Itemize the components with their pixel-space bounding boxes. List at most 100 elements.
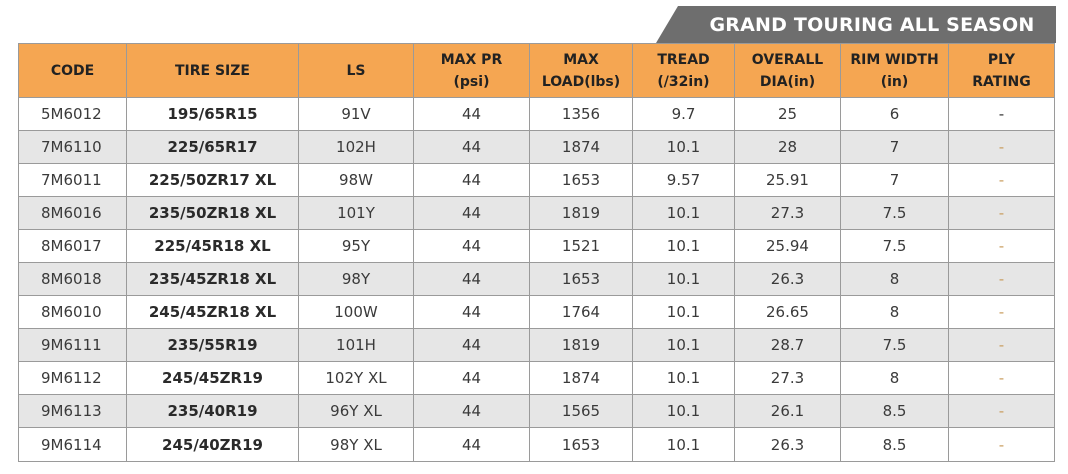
cell-overall-dia: 28.7 [734,328,841,362]
cell-code: 9M6111 [18,328,127,362]
cell-max-pr: 44 [413,394,530,428]
header-ply-rating: PLY RATING [948,43,1055,98]
cell-tread: 10.1 [632,229,735,263]
cell-max-load: 1653 [529,262,633,296]
cell-code: 8M6010 [18,295,127,329]
cell-code: 8M6016 [18,196,127,230]
cell-max-load: 1521 [529,229,633,263]
cell-ply-rating: - [948,229,1055,263]
cell-max-pr: 44 [413,163,530,197]
cell-ls: 98Y [298,262,414,296]
cell-tread: 10.1 [632,196,735,230]
cell-ls: 100W [298,295,414,329]
cell-max-pr: 44 [413,130,530,164]
cell-overall-dia: 25 [734,97,841,131]
cell-code: 5M6012 [18,97,127,131]
category-banner [656,6,1056,43]
cell-ls: 101H [298,328,414,362]
cell-tire-size: 235/55R19 [126,328,299,362]
cell-rim-width: 8 [840,361,949,395]
cell-tire-size: 225/65R17 [126,130,299,164]
cell-max-load: 1565 [529,394,633,428]
cell-max-pr: 44 [413,97,530,131]
cell-max-pr: 44 [413,262,530,296]
table-row: 5M6012 195/65R15 91V 44 1356 9.7 25 6 - [18,97,1055,131]
cell-tire-size: 235/45ZR18 XL [126,262,299,296]
cell-max-pr: 44 [413,295,530,329]
cell-max-load: 1819 [529,196,633,230]
cell-ls: 101Y [298,196,414,230]
cell-rim-width: 6 [840,97,949,131]
cell-ply-rating: - [948,97,1055,131]
cell-max-load: 1874 [529,130,633,164]
cell-tread: 9.7 [632,97,735,131]
header-tread: TREAD (/32in) [632,43,735,98]
cell-tread: 10.1 [632,295,735,329]
cell-rim-width: 8 [840,262,949,296]
cell-max-load: 1764 [529,295,633,329]
cell-overall-dia: 25.91 [734,163,841,197]
cell-code: 9M6114 [18,427,127,462]
table-row: 8M6017 225/45R18 XL 95Y 44 1521 10.1 25.… [18,229,1055,263]
cell-tire-size: 245/45ZR19 [126,361,299,395]
header-code: CODE [18,43,127,98]
table-row: 8M6018 235/45ZR18 XL 98Y 44 1653 10.1 26… [18,262,1055,296]
cell-max-pr: 44 [413,328,530,362]
cell-tread: 10.1 [632,361,735,395]
cell-ls: 91V [298,97,414,131]
cell-ply-rating: - [948,328,1055,362]
cell-overall-dia: 28 [734,130,841,164]
cell-tread: 10.1 [632,130,735,164]
cell-overall-dia: 26.65 [734,295,841,329]
cell-ply-rating: - [948,295,1055,329]
header-tire-size: TIRE SIZE [126,43,299,98]
cell-code: 8M6017 [18,229,127,263]
cell-code: 7M6011 [18,163,127,197]
cell-tire-size: 225/45R18 XL [126,229,299,263]
cell-overall-dia: 27.3 [734,361,841,395]
cell-max-load: 1653 [529,427,633,462]
table-row: 8M6010 245/45ZR18 XL 100W 44 1764 10.1 2… [18,295,1055,329]
cell-max-pr: 44 [413,229,530,263]
cell-tread: 10.1 [632,394,735,428]
cell-ls: 96Y XL [298,394,414,428]
cell-code: 8M6018 [18,262,127,296]
cell-tread: 10.1 [632,262,735,296]
cell-tire-size: 225/50ZR17 XL [126,163,299,197]
cell-ls: 98Y XL [298,427,414,462]
cell-tread: 9.57 [632,163,735,197]
table-row: 9M6113 235/40R19 96Y XL 44 1565 10.1 26.… [18,394,1055,428]
cell-tire-size: 235/40R19 [126,394,299,428]
cell-code: 7M6110 [18,130,127,164]
table-row: 7M6011 225/50ZR17 XL 98W 44 1653 9.57 25… [18,163,1055,197]
cell-ls: 102Y XL [298,361,414,395]
cell-ply-rating: - [948,262,1055,296]
cell-ls: 102H [298,130,414,164]
cell-rim-width: 8.5 [840,427,949,462]
table-row: 8M6016 235/50ZR18 XL 101Y 44 1819 10.1 2… [18,196,1055,230]
cell-rim-width: 7 [840,130,949,164]
cell-ply-rating: - [948,361,1055,395]
table-row: 7M6110 225/65R17 102H 44 1874 10.1 28 7 … [18,130,1055,164]
cell-max-pr: 44 [413,361,530,395]
cell-overall-dia: 26.1 [734,394,841,428]
cell-max-pr: 44 [413,427,530,462]
cell-rim-width: 7 [840,163,949,197]
cell-tire-size: 235/50ZR18 XL [126,196,299,230]
header-overall-dia: OVERALL DIA(in) [734,43,841,98]
cell-ls: 98W [298,163,414,197]
header-max-pr: MAX PR (psi) [413,43,530,98]
cell-rim-width: 7.5 [840,196,949,230]
cell-max-pr: 44 [413,196,530,230]
table-row: 9M6114 245/40ZR19 98Y XL 44 1653 10.1 26… [18,427,1055,462]
cell-rim-width: 8.5 [840,394,949,428]
table-header-row: CODE TIRE SIZE LS MAX PR (psi) MAX LOAD(lb… [18,43,1055,98]
tire-spec-table: CODE TIRE SIZE LS MAX PR (psi) MAX LOAD(lb… [18,43,1055,462]
cell-ply-rating: - [948,196,1055,230]
table-row: 9M6112 245/45ZR19 102Y XL 44 1874 10.1 2… [18,361,1055,395]
header-max-load: MAX LOAD(lbs) [529,43,633,98]
cell-overall-dia: 26.3 [734,262,841,296]
cell-max-load: 1356 [529,97,633,131]
category-banner-title: GRAND TOURING ALL SEASON [709,14,1035,36]
cell-rim-width: 8 [840,295,949,329]
